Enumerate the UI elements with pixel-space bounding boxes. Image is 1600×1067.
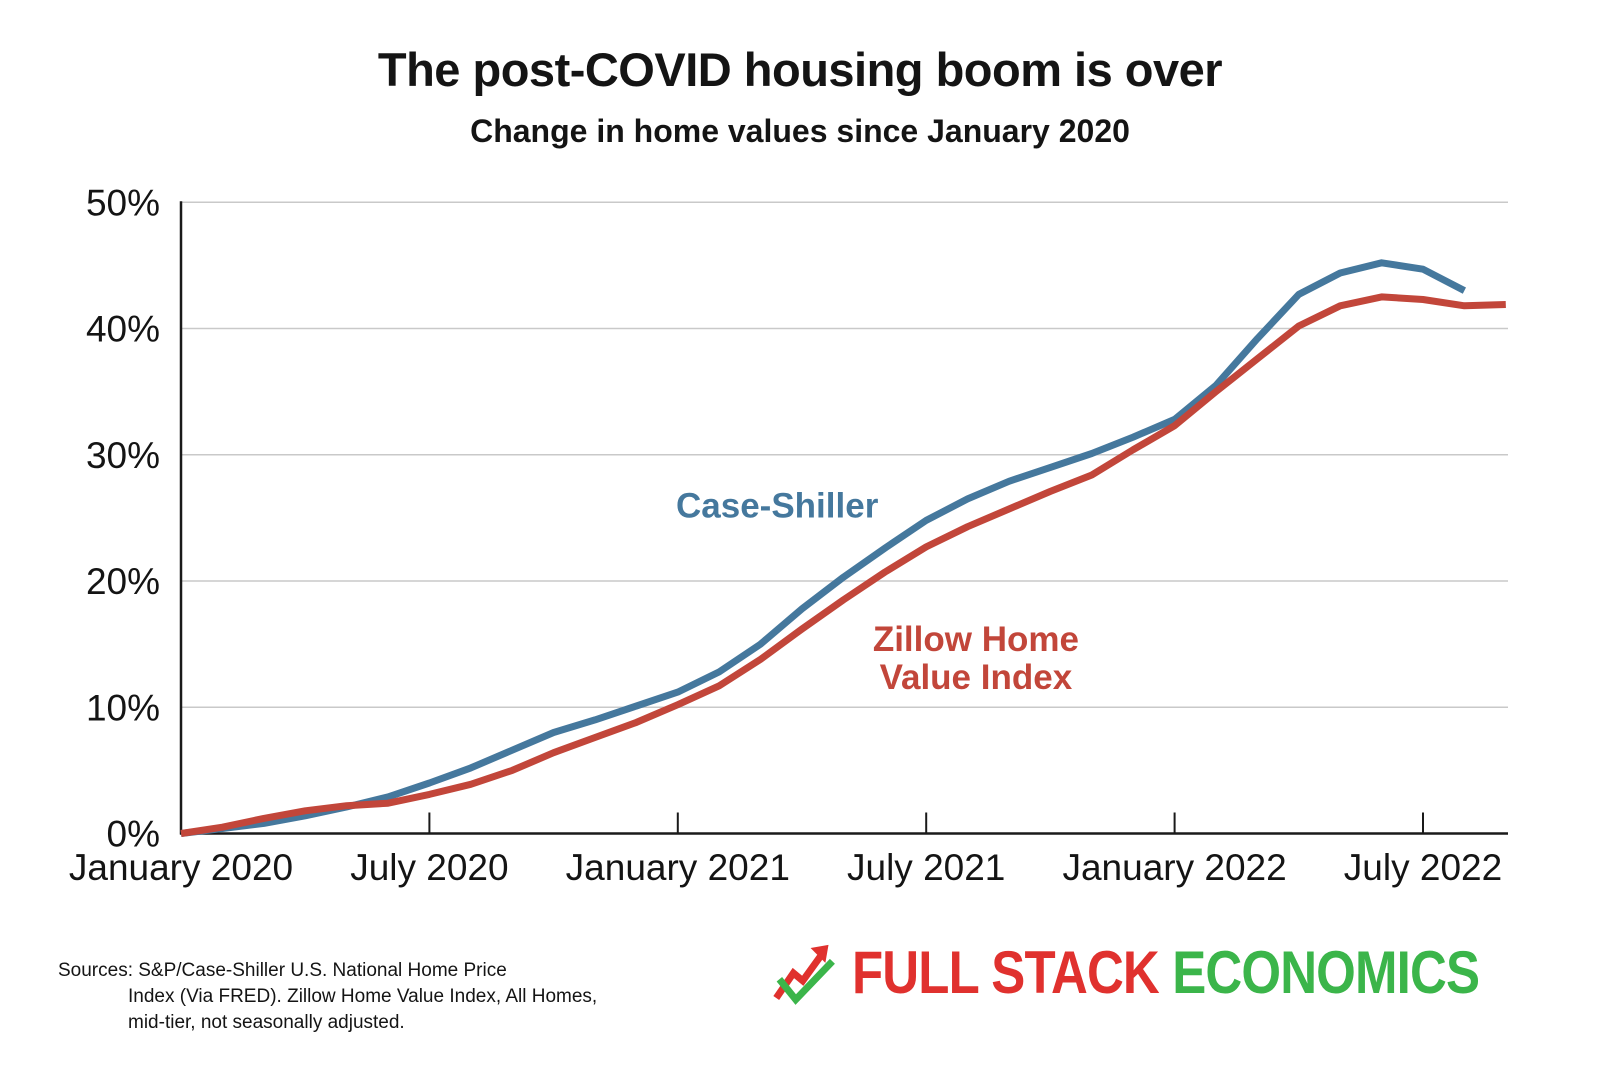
page-title: The post-COVID housing boom is over [377,43,1223,96]
y-tick-label-50%: 50% [86,182,160,223]
y-tick-label-10%: 10% [86,687,160,728]
x-tick-label-July 2021: July 2021 [847,847,1005,888]
series-line-case-shiller [180,259,1467,837]
sources-note: Sources: S&P/Case-Shiller U.S. National … [58,958,597,1036]
series-label-zillow-home-value-index-2: Value Index [880,658,1073,697]
x-tick-label-July 2022: July 2022 [1344,847,1502,888]
y-tick-label-30%: 30% [86,435,160,476]
page-subtitle: Change in home values since January 2020 [470,113,1130,149]
series-line-zillow-home-value-index [180,293,1506,837]
sources-line-2: Index (Via FRED). Zillow Home Value Inde… [128,986,598,1007]
x-tick-label-January 2022: January 2022 [1062,847,1286,888]
sources-line-1: Sources: S&P/Case-Shiller U.S. National … [58,960,507,981]
sources-line-3: mid-tier, not seasonally adjusted. [128,1012,405,1033]
y-tick-label-40%: 40% [86,309,160,350]
logo-part-fullstack: FULL STACK [852,939,1160,1006]
x-tick-label-July 2020: July 2020 [350,847,508,888]
logo-wordmark: FULL STACK ECONOMICS [852,933,1480,1013]
y-tick-label-0%: 0% [107,814,160,855]
x-tick-label-January 2020: January 2020 [69,847,293,888]
logo-part-economics: ECONOMICS [1172,939,1480,1006]
full-stack-economics-logo: FULL STACK ECONOMICS [770,933,1590,1013]
y-tick-label-20%: 20% [86,561,160,602]
series-label-zillow-home-value-index-1: Zillow Home [873,620,1079,659]
series-label-case-shiller-1: Case-Shiller [676,486,879,525]
x-tick-label-January 2021: January 2021 [566,847,790,888]
trend-arrow-check-icon [770,933,848,1013]
